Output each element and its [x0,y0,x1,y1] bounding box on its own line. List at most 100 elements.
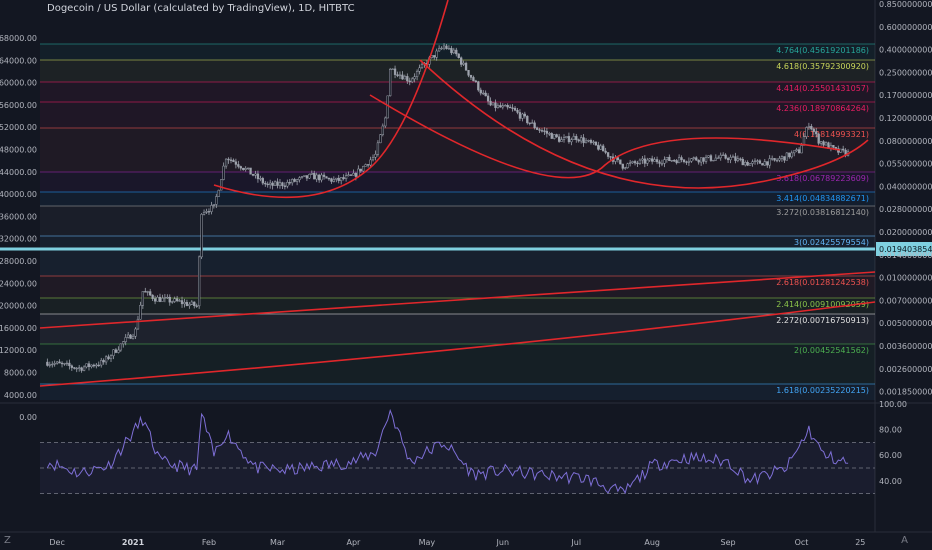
time-axis-tick: May [419,538,436,547]
candle-body [597,144,600,150]
candle-body [227,158,230,161]
candle-body [134,328,137,337]
candle-body [445,45,448,49]
candle-body [70,365,73,368]
candle-body [180,300,184,305]
right-axis-tick: 0.6000000000 [879,23,932,32]
candle-body [780,156,784,159]
candle-body [668,156,671,161]
candle-body [374,153,377,158]
right-axis-tick: 0.2500000000 [879,68,932,77]
candle-body [677,157,681,164]
candle-body [697,159,700,163]
candle-body [362,166,365,172]
candle-body [288,182,291,184]
candle-body [364,164,367,167]
candle-body [469,74,473,78]
candle-body [411,78,414,83]
candle-body [271,182,274,186]
fib-level-label: 2.414(0.00910092059) [776,300,869,309]
timezone-button[interactable]: Z [4,535,11,546]
candle-body [232,159,235,163]
candle-body [594,141,598,146]
candle-body [366,164,370,166]
candle-body [327,177,331,180]
candle-body [389,69,392,97]
candle-body [499,105,502,108]
candle-body [151,294,154,299]
candle-body [55,361,59,364]
fib-level-label: 2.272(0.00716750913) [776,316,869,325]
candle-body [234,161,238,165]
candle-body [224,158,228,167]
candle-body [800,145,803,154]
candle-body [325,176,328,179]
candle-body [501,105,504,108]
candle-body [163,297,167,299]
candle-body [555,134,558,138]
candle-body [491,102,495,106]
candle-body [775,159,779,162]
candle-body [489,100,492,106]
left-axis-tick: 4000.00 [4,391,37,400]
candle-body [587,140,590,142]
candle-body [819,141,823,144]
candle-body [474,80,478,82]
right-axis-tick: 0.0070000000 [879,296,932,305]
candle-body [146,291,149,293]
fib-level-label: 3(0.02425579554) [794,238,869,247]
candle-body [741,158,744,166]
candle-body [158,296,162,302]
candle-body [63,363,66,365]
candle-body [207,211,211,213]
right-axis-tick: 0.0018500000 [879,388,932,397]
right-axis-tick: 0.0400000000 [879,182,932,191]
fib-band [40,344,875,384]
candle-body [408,80,411,83]
candle-body [293,179,296,182]
candle-body [572,136,575,140]
candle-body [396,74,399,77]
fib-band [40,298,875,314]
candle-body [633,161,637,164]
fib-band [40,314,875,344]
candle-body [744,161,747,166]
left-axis-tick: 8000.00 [4,369,37,378]
candle-body [53,362,56,365]
candle-body [599,145,602,150]
candle-body [168,296,171,303]
candle-body [616,157,620,161]
auto-scale-button[interactable]: A [901,535,908,546]
candle-body [763,161,766,166]
candle-body [810,126,813,130]
right-axis-tick: 0.1200000000 [879,114,932,123]
candle-body [628,162,632,164]
fib-band [40,172,875,192]
candle-body [100,360,103,366]
candle-body [506,105,509,108]
candle-body [273,181,277,186]
fib-level-label: 2.618(0.01281242538) [776,278,869,287]
left-axis-tick: 56000.00 [0,101,37,110]
candle-body [584,140,588,144]
left-axis-tick: 40000.00 [0,190,37,199]
right-axis-tick: 0.0200000000 [879,228,932,237]
candle-body [805,127,808,137]
candle-body [349,174,353,176]
candle-body [680,157,683,161]
candle-body [673,160,676,162]
candle-body [202,212,206,215]
candle-body [173,298,176,302]
left-axis-tick: 28000.00 [0,257,37,266]
candle-body [171,301,174,303]
candle-body [92,364,96,367]
candle-body [109,355,113,360]
fib-band [40,192,875,206]
time-axis-tick: Sep [721,538,736,547]
candle-body [276,181,279,186]
candle-body [127,334,130,338]
candle-body [185,302,189,306]
candle-body [577,139,580,142]
candle-body [513,107,517,111]
